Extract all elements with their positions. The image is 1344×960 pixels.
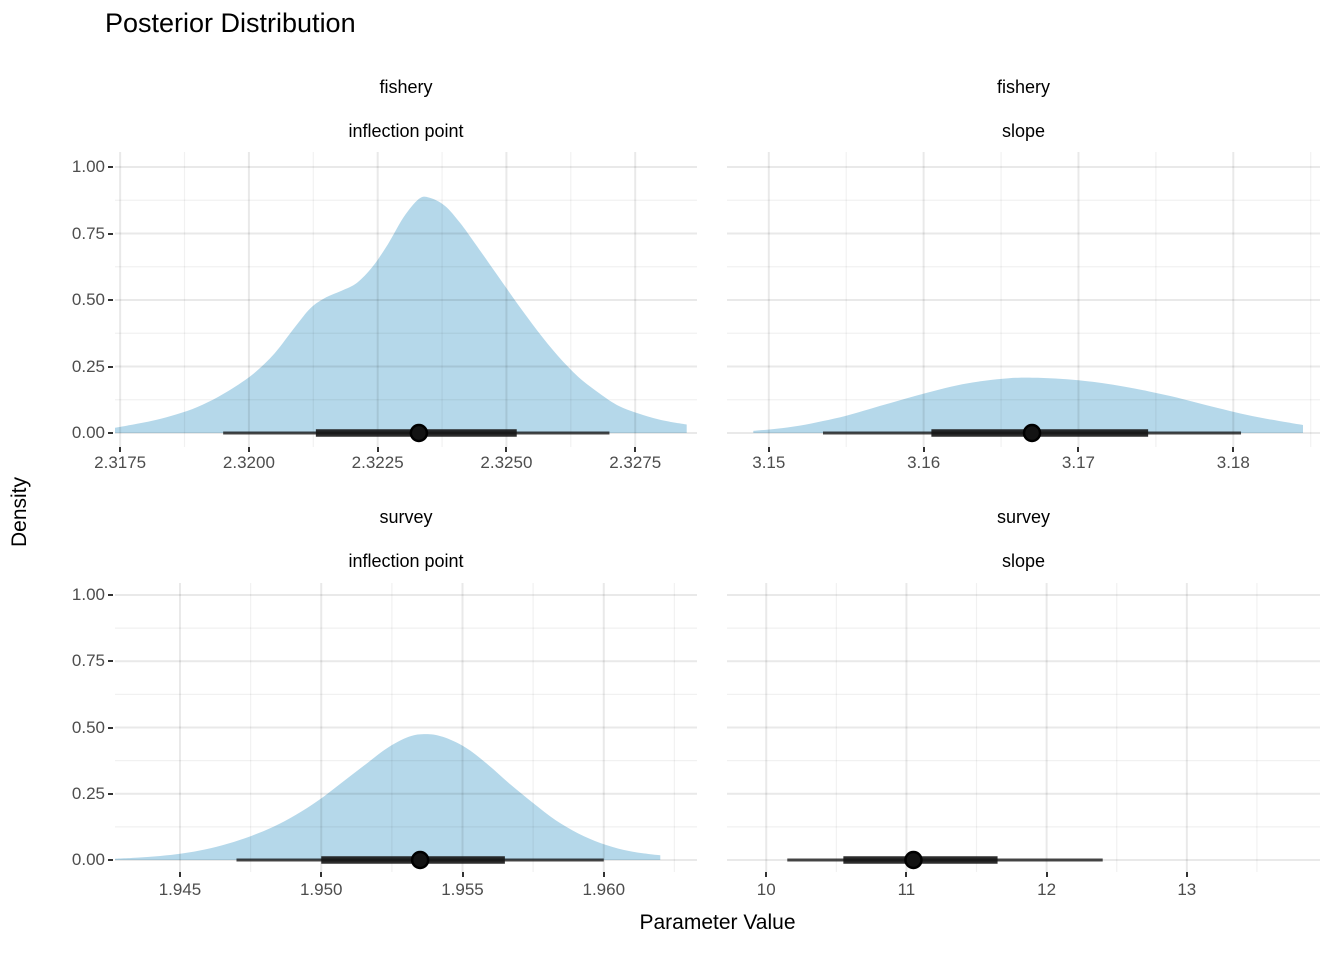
facet-strip-col: inflection point: [348, 551, 464, 571]
x-tick-mark: [505, 447, 508, 452]
y-tick-mark: [108, 432, 113, 434]
panel-canvas: [115, 583, 697, 872]
y-tick-mark: [108, 594, 113, 596]
x-tick-mark: [602, 872, 605, 877]
facet-strip-col: slope: [1001, 121, 1046, 141]
x-tick-mark: [1232, 447, 1235, 452]
density-panel: [115, 152, 697, 447]
x-tick-mark: [320, 872, 323, 877]
facet-strip-col: slope: [1001, 551, 1046, 571]
y-tick-mark: [108, 365, 113, 368]
x-tick-label: 12: [1037, 880, 1057, 899]
point-estimate: [1022, 423, 1042, 443]
point-estimate: [410, 850, 430, 870]
x-tick-label: 13: [1177, 880, 1197, 899]
x-tick-label: 1.945: [158, 880, 202, 899]
y-tick-label: 0.00: [71, 850, 105, 869]
y-tick-mark: [108, 859, 113, 861]
x-tick-mark: [376, 447, 379, 452]
x-tick-label: 2.3175: [94, 453, 147, 472]
x-tick-mark: [1045, 872, 1048, 877]
facet-strip-row: fishery: [996, 77, 1050, 97]
point-estimate: [409, 423, 429, 443]
x-tick-mark: [767, 447, 770, 452]
x-tick-mark: [119, 447, 122, 452]
x-tick-label: 2.3225: [351, 453, 404, 472]
x-tick-label: 2.3275: [609, 453, 662, 472]
x-tick-mark: [178, 872, 181, 877]
y-tick-mark: [108, 660, 113, 663]
y-tick-label: 0.75: [71, 223, 105, 243]
x-tick-mark: [905, 872, 908, 877]
density-area: [115, 734, 661, 860]
y-tick-label: 0.00: [71, 423, 105, 442]
y-tick-label: 0.25: [71, 356, 105, 376]
y-tick-label: 0.75: [71, 651, 105, 671]
x-tick-mark: [1185, 872, 1188, 877]
x-tick-mark: [461, 872, 464, 877]
x-tick-label: 11: [897, 880, 916, 899]
x-tick-mark: [634, 447, 637, 452]
x-tick-label: 3.15: [752, 453, 786, 472]
density-area: [115, 196, 687, 433]
y-tick-label: 0.50: [71, 717, 105, 737]
x-tick-mark: [922, 447, 925, 452]
point-estimate: [904, 850, 923, 870]
chart-title: Posterior Distribution: [105, 8, 356, 38]
facet-strip-col: inflection point: [348, 121, 464, 141]
x-tick-mark: [1077, 447, 1080, 452]
y-tick-mark: [108, 166, 113, 168]
facet-strip-row: fishery: [379, 77, 433, 97]
gridlines: [727, 583, 1320, 872]
y-tick-label: 0.50: [71, 290, 105, 309]
density-panel: [727, 152, 1320, 447]
y-tick-mark: [108, 792, 113, 795]
y-tick-mark: [108, 299, 113, 301]
panel-canvas: [115, 152, 697, 447]
gridlines: [115, 583, 697, 872]
y-tick-label: 1.00: [71, 157, 105, 176]
panel-canvas: [727, 152, 1320, 447]
panel-canvas: [727, 583, 1320, 872]
facet-strip-row: survey: [996, 507, 1050, 527]
x-tick-label: 1.960: [582, 880, 626, 899]
density-panel: [115, 583, 697, 872]
x-tick-label: 2.3200: [222, 453, 275, 472]
x-axis-title: Parameter Value: [639, 911, 796, 934]
x-tick-label: 1.950: [299, 880, 343, 899]
x-tick-mark: [247, 447, 250, 452]
x-tick-mark: [765, 872, 768, 877]
y-tick-mark: [108, 726, 113, 729]
y-tick-mark: [108, 232, 113, 235]
x-tick-label: 3.18: [1216, 453, 1250, 472]
x-tick-label: 10: [756, 880, 776, 899]
y-tick-label: 1.00: [71, 585, 105, 604]
x-tick-label: 3.17: [1061, 453, 1095, 472]
x-tick-label: 3.16: [907, 453, 941, 472]
y-tick-label: 0.25: [71, 783, 105, 803]
facet-strip-row: survey: [379, 507, 433, 527]
x-tick-label: 1.955: [441, 880, 484, 899]
density-area: [753, 377, 1303, 433]
density-panel: [727, 583, 1320, 872]
x-tick-label: 2.3250: [480, 453, 533, 472]
